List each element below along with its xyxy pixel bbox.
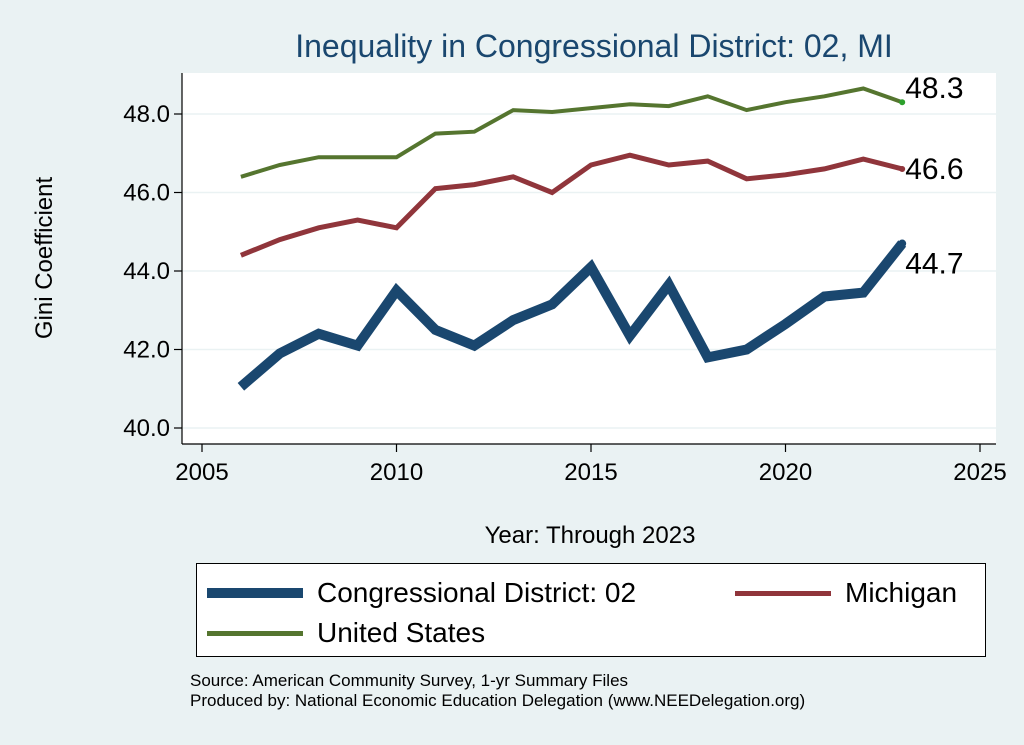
legend-item-district: Congressional District: 02 [207, 577, 636, 609]
y-tick-label: 48.0 [123, 101, 170, 128]
x-axis-title: Year: Through 2023 [485, 522, 696, 549]
y-tick-label: 42.0 [123, 337, 170, 364]
x-tick-label: 2005 [175, 459, 228, 486]
plot-area [182, 73, 996, 444]
chart-title: Inequality in Congressional District: 02… [295, 28, 893, 64]
series-lines [237, 86, 907, 391]
legend-swatch-united-states [207, 630, 303, 636]
x-tick-label: 2025 [953, 459, 1006, 486]
producer-note: Produced by: National Economic Education… [190, 691, 806, 710]
end-point-marker [898, 239, 907, 248]
legend-label-district: Congressional District: 02 [317, 577, 637, 608]
legend-swatch-district [207, 588, 303, 598]
series-line-district [237, 240, 907, 391]
end-label-district: 44.7 [905, 248, 963, 281]
legend-item-united-states: United States [207, 617, 485, 649]
end-label-united-states: 48.3 [905, 72, 963, 105]
y-tick-label: 40.0 [123, 415, 170, 442]
series-line-united-states [240, 86, 903, 179]
x-tick-label: 2015 [564, 459, 617, 486]
legend-label-michigan: Michigan [845, 577, 958, 608]
axes: 40.0 42.0 44.0 46.0 48.0 2005 2010 2015 2020 2025 [123, 73, 1007, 486]
legend-item-michigan: Michigan [735, 577, 957, 609]
end-label-michigan: 46.6 [905, 153, 963, 186]
x-tick-label: 2010 [370, 459, 423, 486]
series-line-michigan [239, 152, 903, 258]
legend-label-united-states: United States [317, 617, 486, 648]
y-axis-title: Gini Coefficient [31, 177, 58, 340]
x-tick-label: 2020 [759, 459, 812, 486]
end-point-marker [899, 165, 906, 172]
y-tick-label: 46.0 [123, 180, 170, 207]
gini-line-chart: Inequality in Congressional District: 02… [31, 28, 1007, 549]
source-note: Source: American Community Survey, 1-yr … [190, 671, 629, 690]
legend: Congressional District: 02 Michigan Unit… [196, 563, 986, 657]
legend-swatch-michigan [735, 590, 831, 596]
y-tick-label: 44.0 [123, 258, 170, 285]
end-point-marker [899, 99, 906, 106]
end-labels: 48.3 46.6 44.7 [905, 72, 963, 280]
